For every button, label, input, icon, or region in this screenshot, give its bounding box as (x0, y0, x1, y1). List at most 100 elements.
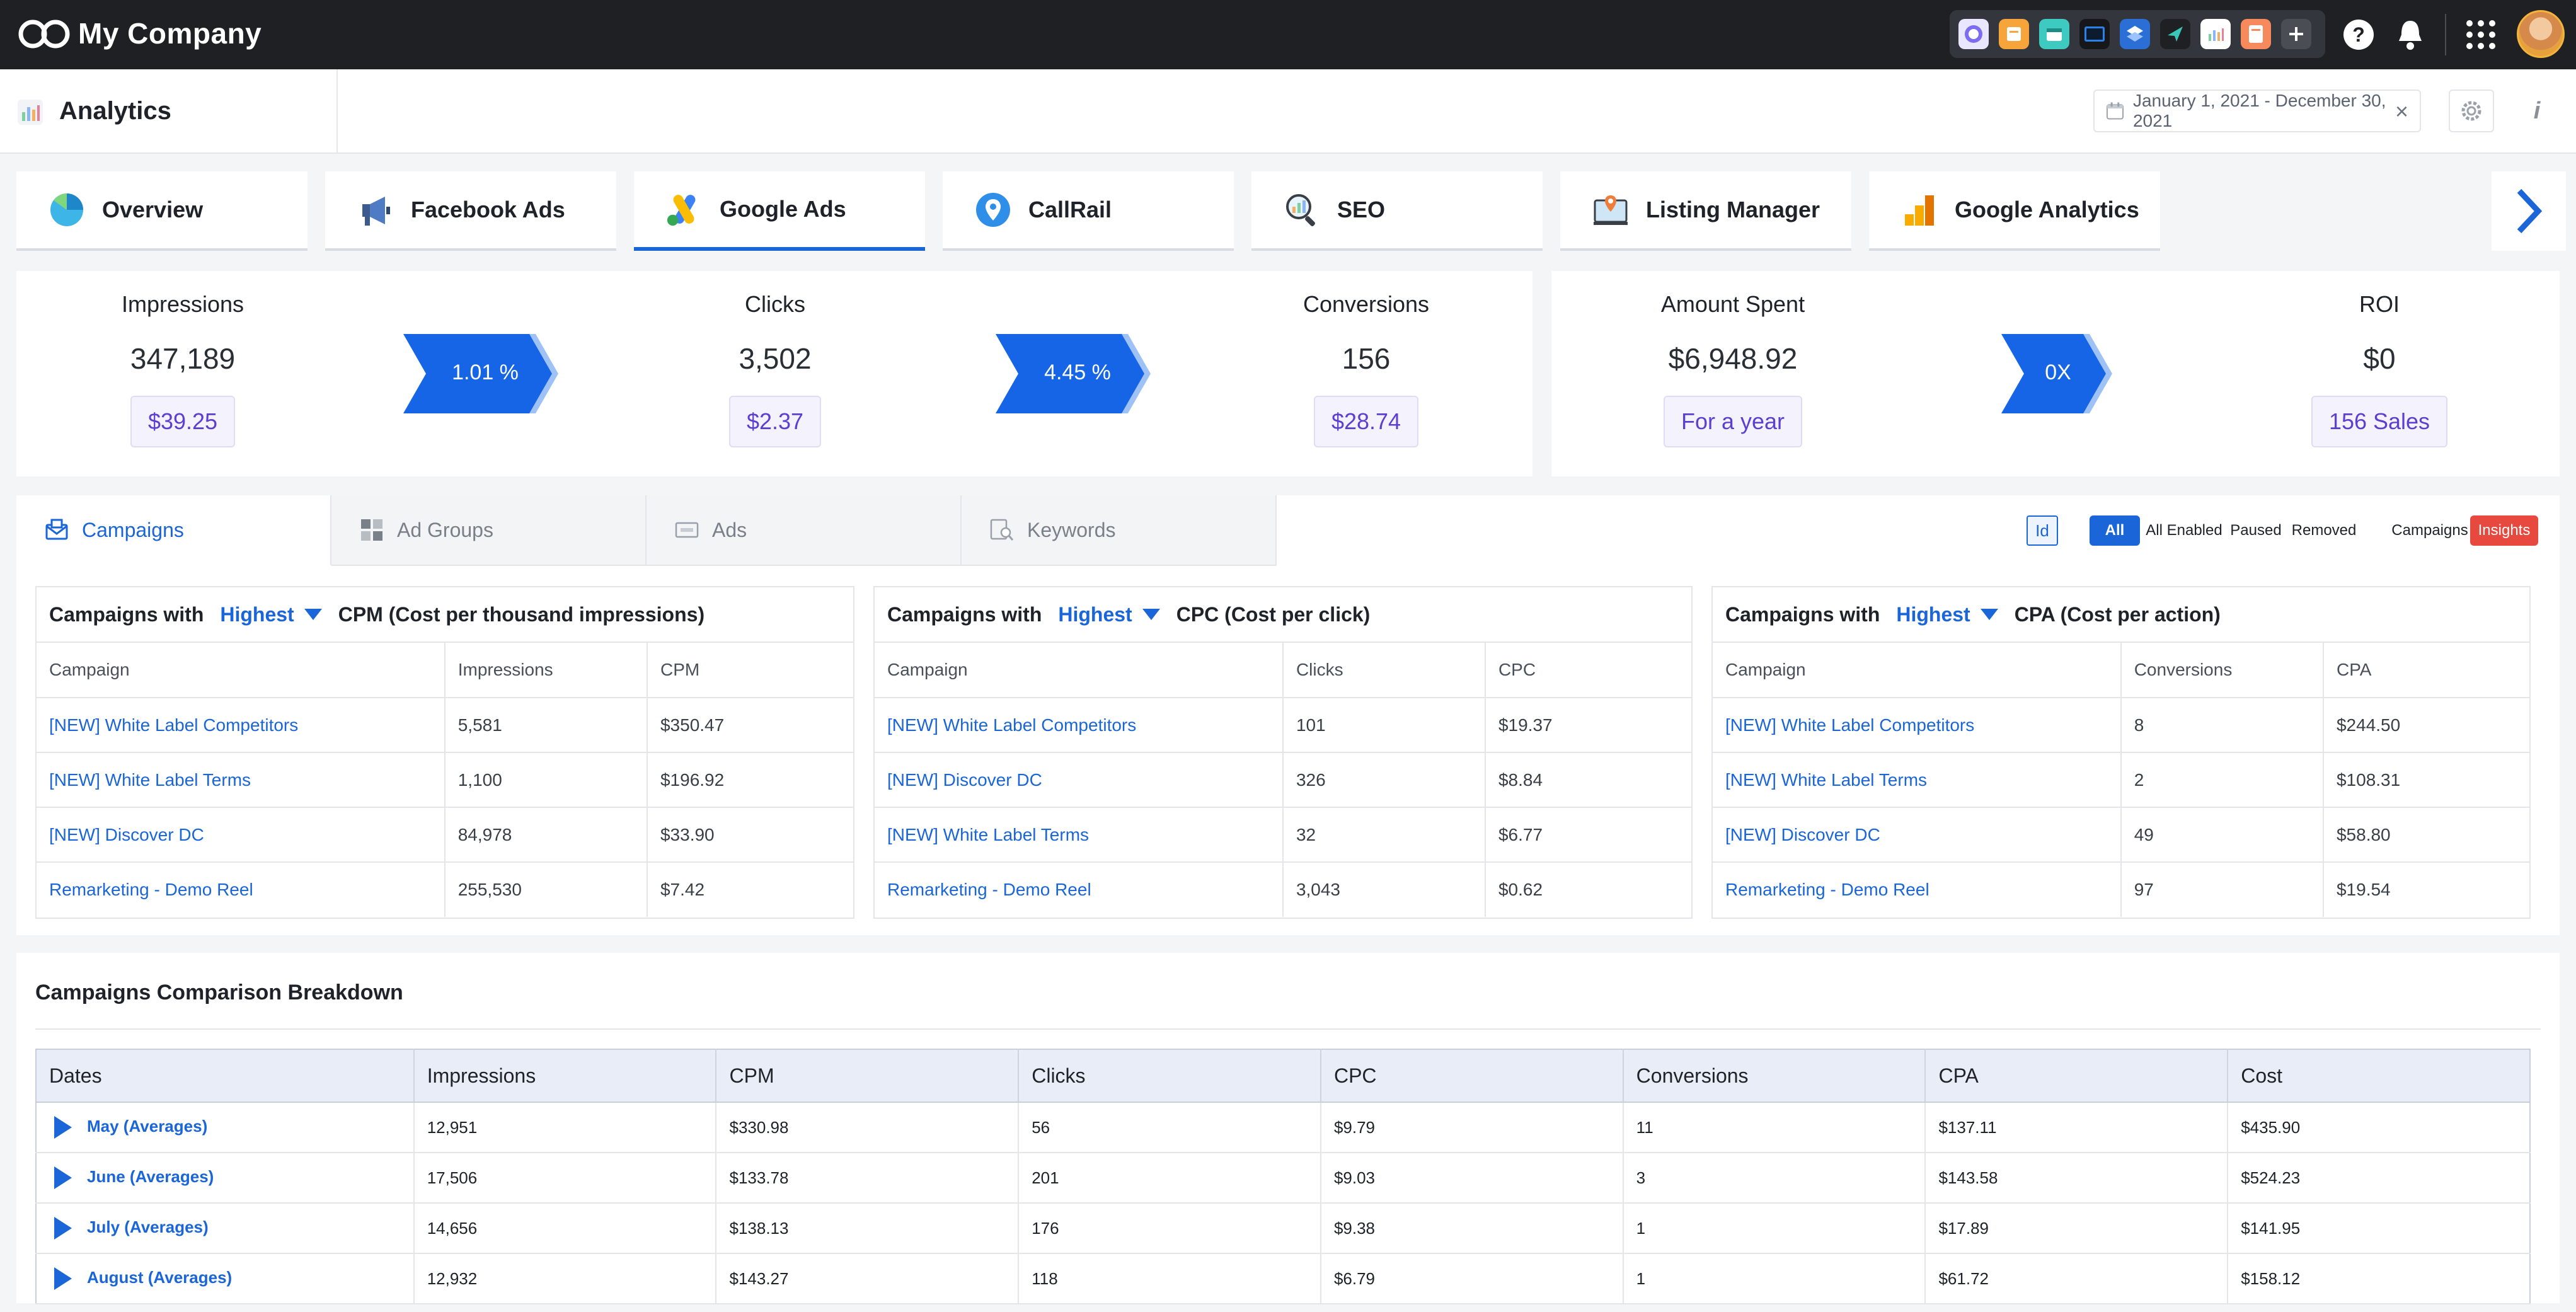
sort-selector[interactable]: Highest (1058, 602, 1132, 626)
amount-spent-value: $6,948.92 (1668, 342, 1798, 375)
date-range-picker[interactable]: January 1, 2021 - December 30, 2021 × (2093, 89, 2421, 132)
tab-google-analytics[interactable]: Google Analytics (1869, 171, 2160, 251)
campaign-link[interactable]: Remarketing - Demo Reel (1713, 862, 2122, 917)
caret-down-icon[interactable] (1980, 609, 1998, 620)
date-cell[interactable]: May (Averages) (36, 1102, 415, 1153)
tab-callrail[interactable]: CallRail (943, 171, 1234, 251)
tab-overview[interactable]: Overview (16, 171, 308, 251)
column-header[interactable]: CPA (2323, 643, 2529, 698)
column-header[interactable]: Impressions (444, 643, 648, 698)
table-row[interactable]: July (Averages) 14,656 $138.13 176 $9.38… (36, 1203, 2530, 1254)
caret-down-icon[interactable] (1142, 609, 1160, 620)
date-label[interactable]: July (Averages) (87, 1217, 209, 1236)
calendar-icon[interactable] (2039, 19, 2069, 49)
next-tabs-arrow[interactable] (2492, 171, 2566, 251)
date-label[interactable]: August (Averages) (87, 1267, 233, 1287)
notes-icon[interactable] (1999, 19, 2029, 49)
tab-seo[interactable]: SEO (1251, 171, 1543, 251)
column-header[interactable]: Conversions (1623, 1049, 1926, 1103)
user-avatar[interactable] (2517, 10, 2565, 58)
expand-triangle-icon[interactable] (54, 1116, 72, 1139)
table-row[interactable]: May (Averages) 12,951 $330.98 56 $9.79 1… (36, 1102, 2530, 1153)
campaign-link[interactable]: Remarketing - Demo Reel (37, 862, 446, 917)
table-cell: 56 (1018, 1102, 1321, 1153)
notifications-bell-icon[interactable] (2392, 16, 2429, 53)
campaign-link[interactable]: [NEW] Discover DC (875, 752, 1284, 808)
campaign-link[interactable]: [NEW] Discover DC (1713, 807, 2122, 863)
subtab-keywords[interactable]: Keywords (962, 495, 1277, 566)
filter-all[interactable]: All (2090, 515, 2140, 546)
column-header[interactable]: Dates (36, 1049, 415, 1103)
column-header[interactable]: Campaign (875, 643, 1284, 698)
view-insights[interactable]: Insights (2470, 515, 2538, 546)
date-label[interactable]: June (Averages) (87, 1166, 214, 1186)
settings-button[interactable] (2449, 89, 2494, 132)
table-row: [NEW] White Label Terms 32 $6.77 (875, 807, 1691, 863)
breakdown-title: Campaigns Comparison Breakdown (35, 981, 403, 1004)
expand-triangle-icon[interactable] (54, 1217, 72, 1240)
plane-icon[interactable] (2160, 19, 2190, 49)
table-row[interactable]: June (Averages) 17,506 $133.78 201 $9.03… (36, 1153, 2530, 1204)
campaign-link[interactable]: Remarketing - Demo Reel (875, 862, 1284, 917)
subtab-ad-groups[interactable]: Ad Groups (331, 495, 647, 566)
column-header[interactable]: Clicks (1282, 643, 1486, 698)
column-header[interactable]: Conversions (2120, 643, 2324, 698)
column-header[interactable]: Impressions (413, 1049, 717, 1103)
contacts-icon[interactable] (1958, 19, 1989, 49)
help-icon[interactable]: ? (2340, 16, 2377, 53)
date-cell[interactable]: July (Averages) (36, 1203, 415, 1254)
subtab-label: Keywords (1027, 518, 1116, 541)
filter-removed[interactable]: Removed (2291, 522, 2357, 539)
column-header[interactable]: Cost (2228, 1049, 2530, 1103)
envelope-icon (45, 519, 68, 540)
caret-down-icon[interactable] (304, 609, 322, 620)
tab-listing-manager[interactable]: Listing Manager (1560, 171, 1851, 251)
date-cell[interactable]: June (Averages) (36, 1153, 415, 1204)
filter-paused[interactable]: Paused (2230, 522, 2282, 539)
sort-selector[interactable]: Highest (1896, 602, 1970, 626)
campaign-link[interactable]: [NEW] Discover DC (37, 807, 446, 863)
date-label[interactable]: May (Averages) (87, 1116, 208, 1136)
campaign-link[interactable]: [NEW] White Label Competitors (1713, 698, 2122, 753)
table-row[interactable]: August (Averages) 12,932 $143.27 118 $6.… (36, 1253, 2530, 1304)
campaign-link[interactable]: [NEW] White Label Terms (37, 752, 446, 808)
clicks-value: 3,502 (739, 342, 812, 375)
column-header[interactable]: Campaign (37, 643, 446, 698)
apps-grid-icon[interactable] (2463, 16, 2499, 53)
tab-facebook-ads[interactable]: Facebook Ads (325, 171, 616, 251)
column-header[interactable]: Clicks (1018, 1049, 1321, 1103)
company-logo-icon[interactable] (18, 19, 71, 49)
column-header[interactable]: CPC (1485, 643, 1691, 698)
table-cell: 11 (1623, 1102, 1926, 1153)
subtab-ads[interactable]: Ads (647, 495, 962, 566)
subtab-campaigns[interactable]: Campaigns (16, 495, 331, 566)
expand-triangle-icon[interactable] (54, 1267, 72, 1290)
date-cell[interactable]: August (Averages) (36, 1253, 415, 1304)
table-cell: $143.27 (716, 1253, 1020, 1304)
tab-google-ads[interactable]: Google Ads (634, 171, 925, 251)
column-header[interactable]: Campaign (1713, 643, 2122, 698)
analytics-app-icon[interactable] (2200, 19, 2231, 49)
column-header[interactable]: CPM (647, 643, 853, 698)
docs-icon[interactable] (2241, 19, 2271, 49)
id-toggle[interactable]: Id (2027, 515, 2058, 546)
company-name[interactable]: My Company (78, 17, 262, 50)
filter-all-enabled[interactable]: All Enabled (2146, 522, 2222, 539)
layers-icon[interactable] (2120, 19, 2150, 49)
add-app-icon[interactable] (2281, 19, 2311, 49)
campaign-link[interactable]: [NEW] White Label Competitors (37, 698, 446, 753)
info-button[interactable]: i (2514, 89, 2560, 132)
mail-icon[interactable] (2079, 19, 2110, 49)
sales-chip: 156 Sales (2311, 396, 2448, 447)
campaign-link[interactable]: [NEW] White Label Terms (875, 807, 1284, 863)
clear-date-icon[interactable]: × (2395, 98, 2408, 124)
campaign-link[interactable]: [NEW] White Label Competitors (875, 698, 1284, 753)
magnifier-icon (1283, 191, 1321, 229)
view-campaigns[interactable]: Campaigns (2391, 522, 2468, 539)
column-header[interactable]: CPM (716, 1049, 1020, 1103)
column-header[interactable]: CPC (1320, 1049, 1624, 1103)
sort-selector[interactable]: Highest (220, 602, 294, 626)
campaign-link[interactable]: [NEW] White Label Terms (1713, 752, 2122, 808)
expand-triangle-icon[interactable] (54, 1166, 72, 1189)
column-header[interactable]: CPA (1925, 1049, 2229, 1103)
